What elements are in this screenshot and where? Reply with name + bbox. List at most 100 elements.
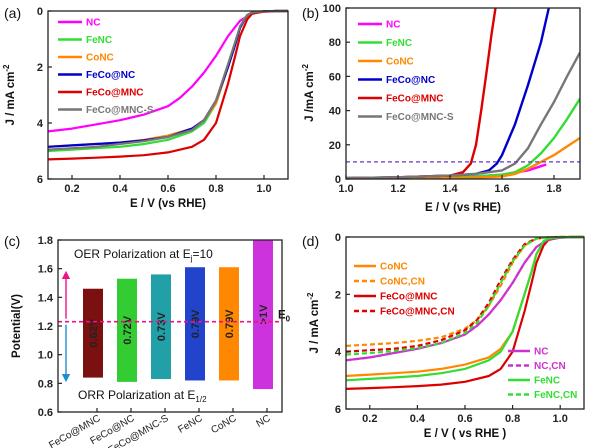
bar: [219, 267, 239, 381]
legend-label: FeNC,CN: [534, 390, 577, 401]
y-axis-label-exponent: -2: [301, 64, 310, 72]
legend-label: NC: [386, 20, 400, 31]
bar-value-label: 0.79V: [224, 309, 236, 338]
y-tick-label: 1.0: [38, 350, 53, 362]
x-tick-label: 1.2: [390, 183, 405, 195]
legend-label: FeCo@MNC-S: [386, 112, 454, 123]
panel-label: (d): [302, 233, 319, 249]
y-axis-label: J / mA cm-2: [2, 64, 17, 126]
legend-label: FeNC: [386, 38, 412, 49]
plot-frame: [345, 7, 581, 180]
x-tick-label: 0.6: [457, 413, 472, 425]
y-tick-label: 20: [329, 140, 341, 152]
bar-value-label: 0.73V: [156, 312, 168, 341]
series-line-fenc: [346, 97, 580, 179]
panel-b: (b) 1.0 1.2 1.4 1.6 1.8 0 20 40 60 80 100 E / V (vs …: [301, 3, 581, 214]
x-tick-label: 1.0: [256, 183, 271, 195]
legend-label: NC: [86, 18, 100, 29]
x-tick-label: 1.4: [442, 183, 458, 195]
y-axis-label: J /mA cm-2: [301, 64, 316, 122]
series-line-feco-nc: [346, 8, 550, 179]
y-axis-label: Potential(V): [11, 294, 23, 358]
x-tick-label: 1.8: [546, 183, 561, 195]
x-tick-label: 1.0: [338, 183, 353, 195]
oer-annotation-tail: =10: [193, 247, 214, 261]
legend-label: FeCo@MNC-S: [86, 105, 154, 116]
series-line-fenc: [47, 9, 288, 153]
y-tick-label: 40: [329, 106, 341, 118]
legend-label: FeCo@MNC: [380, 292, 438, 303]
x-tick-label: 0.4: [112, 183, 128, 195]
series-line-conc-cn: [345, 235, 584, 347]
orr-annotation-sub: 1/2: [195, 395, 207, 404]
legend-label: FeNC: [534, 376, 560, 387]
panel-d: (d) 0.2 0.4 0.6 0.8 1.0 0 2 4 6 E / V ( vs RHE ) J …: [302, 232, 585, 440]
y-tick-label: 0.8: [38, 378, 53, 390]
legend-label: CoNC: [386, 57, 414, 68]
x-axis-label: E / V (vs RHE): [425, 202, 501, 214]
series-line-feco-mnc-s: [346, 51, 580, 179]
y-tick-label: 80: [329, 37, 341, 49]
bar-value-label: 0.62V: [88, 318, 100, 347]
x-tick-label: 0.6: [160, 183, 175, 195]
bar: [151, 274, 171, 380]
series-line-nc: [47, 9, 289, 133]
y-tick-label: 1.8: [38, 235, 53, 247]
bar-value-label: 0.79V: [190, 309, 202, 338]
legend-label: NC: [534, 347, 548, 358]
y-tick-label: 1.2: [38, 321, 53, 333]
orr-annotation: ORR Polarization at E1/2: [78, 388, 207, 404]
legend-label: CoNC,CN: [380, 277, 425, 288]
legend-label: FeCo@MNC: [86, 88, 144, 99]
y-tick-label: 0: [37, 6, 43, 18]
legend-label: FeCo@MNC: [386, 94, 444, 105]
legend-label: NC,CN: [534, 361, 566, 372]
panel-label: (c): [4, 233, 20, 249]
series-line-fenc-cn: [345, 235, 584, 356]
panel-b-series: [346, 8, 580, 179]
y-axis-label-exponent: -2: [2, 64, 11, 72]
reference-line-label-sub: 0: [286, 315, 291, 324]
x-tick-label: 0.8: [208, 183, 223, 195]
y-tick-label: 4: [335, 347, 342, 359]
bar: [253, 240, 273, 390]
panel-label: (b): [302, 5, 319, 21]
y-tick-label: 2: [37, 62, 43, 74]
bar: [185, 267, 205, 381]
legend-label: FeCo@NC: [386, 75, 435, 86]
y-tick-label: 1.4: [38, 292, 54, 304]
y-axis-label-exponent: -2: [306, 292, 315, 300]
bar-value-label: >1V: [258, 304, 270, 325]
reference-line-label: E0: [278, 310, 291, 324]
y-tick-label: 60: [329, 71, 341, 83]
series-line-conc: [346, 136, 580, 179]
bar-value-label: 0.72V: [122, 315, 134, 344]
y-tick-label: 1.6: [38, 264, 53, 276]
y-axis-label: J / mA cm-2: [306, 292, 321, 354]
legend-label: CoNC: [380, 262, 408, 273]
legend-label: CoNC: [86, 53, 114, 64]
x-tick-label: NC: [254, 413, 272, 430]
y-tick-label: 0: [335, 174, 341, 186]
y-tick-label: 100: [323, 3, 341, 15]
legend-label: FeCo@NC: [86, 70, 135, 81]
panel-c: (c) 0.62V 0.72V 0.73V 0.79V 0.79V >1V E0 OER Pol…: [4, 233, 291, 448]
x-tick-label: 0.2: [362, 413, 377, 425]
panel-a: (a) 0.2 0.4 0.6 0.8 1.0 0 2 4 6 E / V (vs RHE) J / …: [2, 5, 289, 210]
series-line-feco-mnc-s: [47, 9, 288, 151]
y-tick-label: 0.6: [38, 407, 53, 419]
bar: [83, 288, 103, 378]
y-tick-label: 4: [37, 118, 44, 130]
plot-frame: [47, 10, 289, 180]
oer-annotation-sub: j: [190, 254, 193, 263]
x-tick-label: 1.6: [494, 183, 509, 195]
x-tick-label: FeNC: [176, 413, 204, 436]
x-tick-label: 0.4: [410, 413, 426, 425]
bar: [117, 278, 137, 382]
legend-label: FeNC: [86, 35, 112, 46]
x-tick-label: 0.2: [64, 183, 79, 195]
oer-annotation: OER Polarization at Ej=10: [74, 247, 213, 263]
x-tick-label: 0.8: [505, 413, 520, 425]
y-tick-label: 6: [37, 174, 43, 186]
